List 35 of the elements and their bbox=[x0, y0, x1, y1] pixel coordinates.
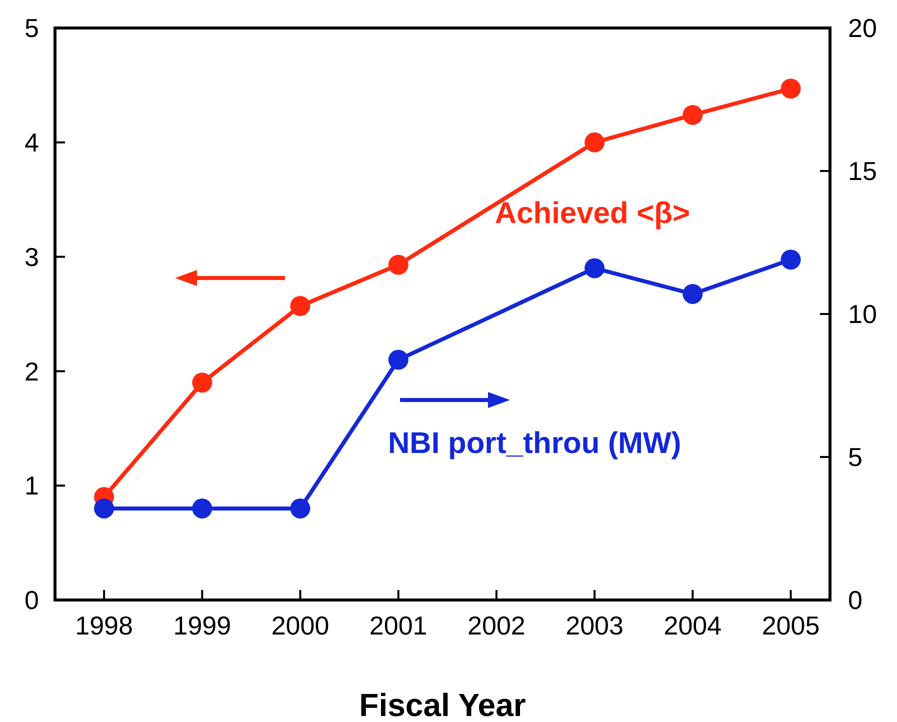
y2-tick-label: 20 bbox=[848, 13, 877, 44]
series-label: Achieved <β> bbox=[494, 197, 690, 230]
y2-tick-label: 10 bbox=[848, 299, 877, 330]
point bbox=[682, 104, 703, 125]
y-tick-label: 2 bbox=[24, 356, 39, 386]
x-tick-label: 2004 bbox=[664, 610, 722, 640]
x-tick-label: 2005 bbox=[762, 610, 820, 640]
x-tick-label: 2000 bbox=[271, 610, 330, 640]
point bbox=[584, 258, 605, 278]
point bbox=[388, 254, 408, 275]
x-tick-label: 2003 bbox=[566, 610, 624, 640]
y-tick-label: 0 bbox=[24, 585, 39, 616]
legend-label: NBI port_throu (MW) bbox=[388, 427, 682, 460]
y-tick-label: 1 bbox=[24, 470, 39, 501]
x-tick-label: 2002 bbox=[468, 610, 526, 640]
point bbox=[780, 78, 801, 99]
point bbox=[780, 250, 801, 270]
y2-tick-label: 5 bbox=[848, 442, 862, 472]
y2-tick-label: 0 bbox=[848, 585, 862, 616]
point bbox=[290, 498, 310, 518]
x-tick-label: 2001 bbox=[369, 610, 428, 640]
y-tick-label: 4 bbox=[24, 128, 39, 158]
y2-tick-label: 15 bbox=[848, 156, 877, 186]
point bbox=[584, 132, 605, 152]
y-tick-label: 5 bbox=[24, 13, 39, 44]
point bbox=[388, 350, 408, 370]
point bbox=[192, 498, 212, 518]
point bbox=[682, 284, 703, 304]
y-tick-label: 3 bbox=[24, 242, 39, 272]
point bbox=[290, 296, 310, 316]
x-axis-title: Fiscal Year bbox=[359, 687, 526, 722]
x-tick-label: 1998 bbox=[75, 610, 133, 640]
point bbox=[94, 498, 114, 518]
point bbox=[192, 372, 212, 393]
x-tick-label: 1999 bbox=[173, 610, 232, 640]
